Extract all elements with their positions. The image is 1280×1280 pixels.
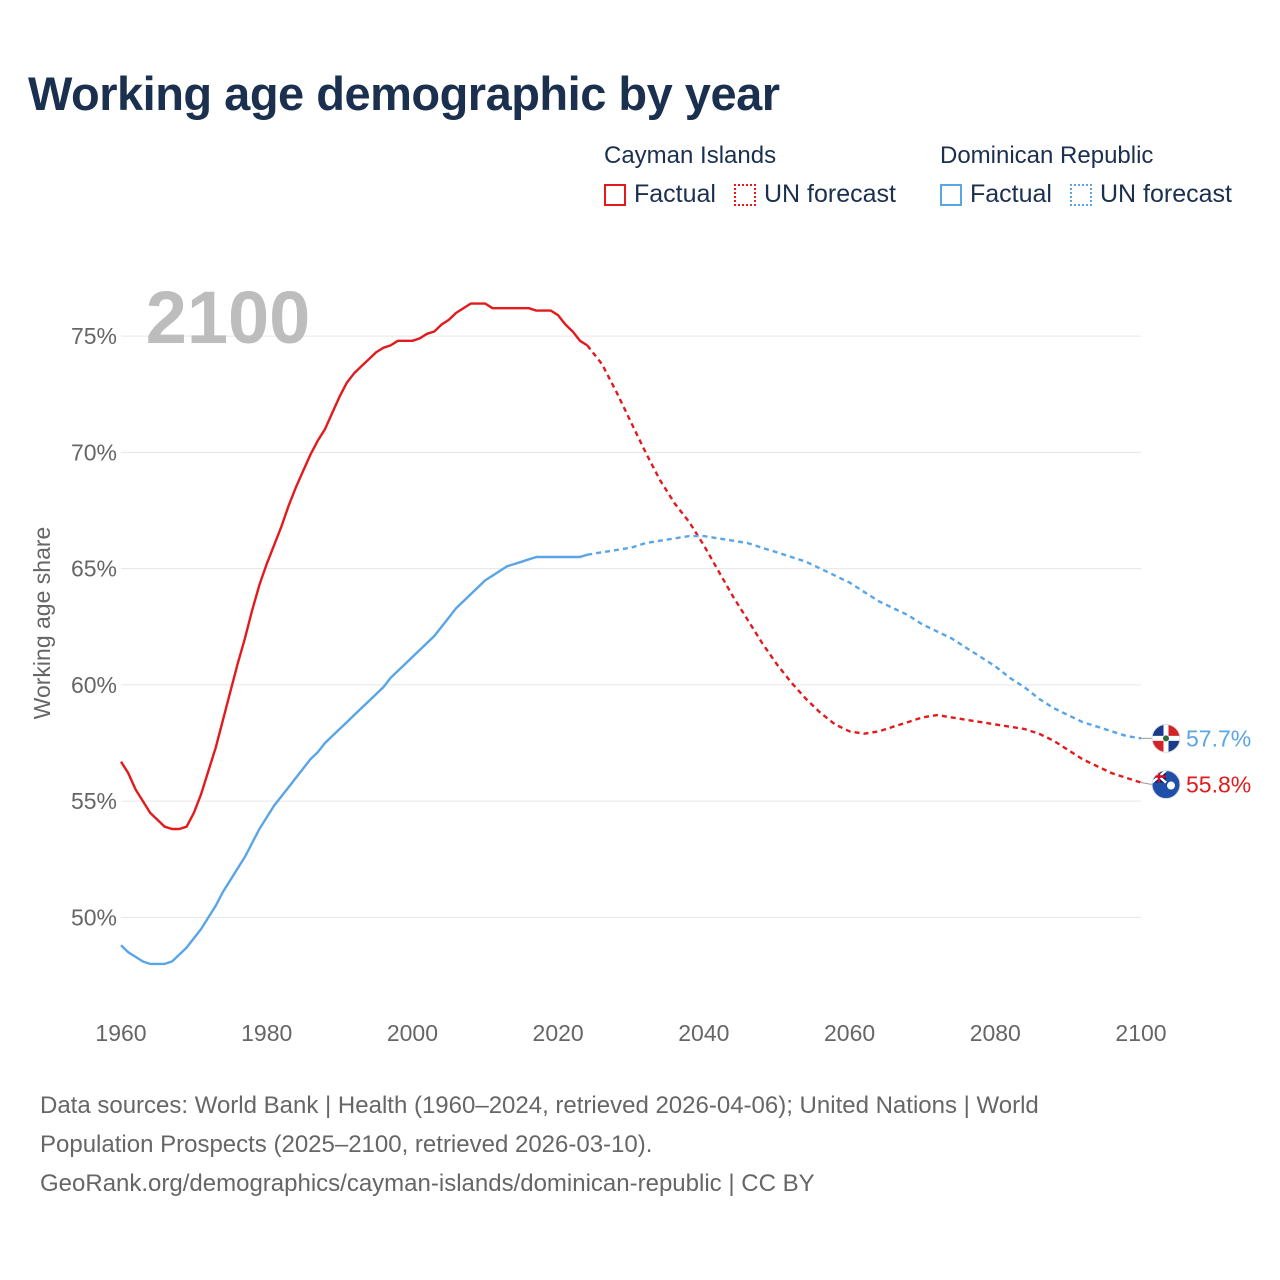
series-line-dominican-republic-factual — [120, 553, 588, 966]
legend-item-factual[interactable]: Factual — [604, 180, 716, 209]
y-axis-ticks: 50% 55% 60% 65% 70% 75% — [71, 323, 117, 930]
footer-line: Population Prospects (2025–2100, retriev… — [40, 1131, 653, 1158]
legend-item-un-forecast[interactable]: UN forecast — [733, 180, 896, 209]
x-tick-label: 2080 — [970, 1020, 1021, 1046]
y-tick-label: 70% — [71, 439, 117, 465]
series-line-cayman-islands-forecast — [586, 344, 1142, 784]
x-tick-label: 1960 — [95, 1020, 146, 1046]
legend-label-factual: Factual — [634, 180, 716, 208]
footer-sources: Data sources: World Bank | Health (1960–… — [40, 1086, 1240, 1203]
y-tick-label: 75% — [71, 323, 117, 349]
y-tick-label: 50% — [71, 904, 117, 930]
series-line-dominican-republic-forecast — [587, 534, 1142, 740]
x-tick-label: 2040 — [678, 1020, 729, 1046]
y-tick-label: 55% — [71, 788, 117, 814]
legend-item-un-forecast[interactable]: UN forecast — [1069, 180, 1232, 209]
legend-item-factual[interactable]: Factual — [940, 180, 1052, 209]
end-markers: 55.8% 57.7% — [1140, 723, 1251, 800]
legend-swatch-dotted — [1069, 183, 1092, 206]
y-tick-label: 60% — [71, 672, 117, 698]
year-watermark: 2100 — [146, 276, 311, 359]
end-value-label: 57.7% — [1186, 725, 1251, 751]
dominican-republic-flag-icon — [1151, 723, 1181, 753]
legend-swatch-solid — [940, 183, 962, 206]
cayman-islands-flag-icon — [1151, 770, 1181, 800]
legend-group-dominican-republic: Dominican Republic Factual UN forecast — [940, 142, 1250, 209]
end-connector — [1140, 782, 1153, 786]
legend-country-label: Cayman Islands — [604, 142, 777, 169]
grid-lines — [121, 335, 1141, 918]
footer-line: GeoRank.org/demographics/cayman-islands/… — [40, 1170, 815, 1197]
series-lines — [119, 302, 1142, 966]
x-tick-label: 2020 — [533, 1020, 584, 1046]
x-tick-label: 2060 — [824, 1020, 875, 1046]
y-axis-label: Working age share — [29, 527, 55, 720]
x-axis-ticks: 1960 1980 2000 2020 2040 2060 2080 2100 — [95, 1020, 1166, 1046]
legend-swatch-dotted — [733, 183, 756, 206]
x-tick-label: 2000 — [387, 1020, 438, 1046]
x-tick-label: 2100 — [1115, 1020, 1166, 1046]
legend-label-un-forecast: UN forecast — [763, 180, 896, 208]
legend-country-label: Dominican Republic — [940, 142, 1154, 169]
end-value-label: 55.8% — [1186, 772, 1251, 798]
legend-label-un-forecast: UN forecast — [1099, 180, 1232, 208]
series-line-cayman-islands-factual — [119, 302, 588, 831]
footer-line: Data sources: World Bank | Health (1960–… — [40, 1092, 1039, 1119]
line-chart: 50% 55% 60% 65% 70% 75% 1960 1980 2000 2020 2040 2… — [29, 276, 1251, 1046]
legend-group-cayman-islands: Cayman Islands Factual UN forecast — [604, 142, 914, 209]
legend-swatch-solid — [604, 183, 626, 206]
chart-title: Working age demographic by year — [28, 67, 780, 120]
legend-label-factual: Factual — [970, 180, 1052, 208]
y-tick-label: 65% — [71, 556, 117, 582]
x-tick-label: 1980 — [241, 1020, 292, 1046]
